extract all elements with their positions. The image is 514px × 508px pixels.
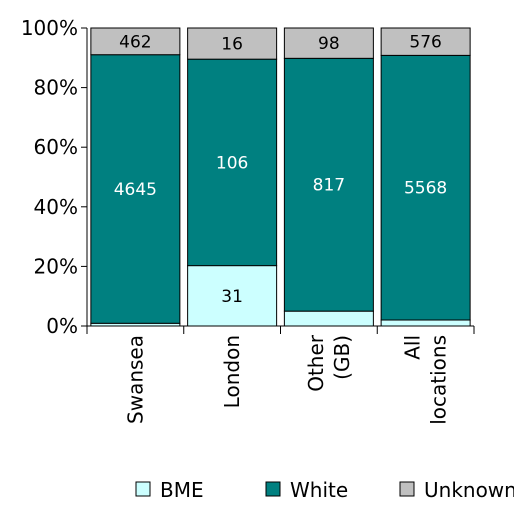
data-label-other-gb-unknown: 98 xyxy=(318,34,340,54)
bar-swansea-white xyxy=(90,54,181,324)
legend-swatch-bme xyxy=(135,481,151,497)
legend-label-unknown: Unknown xyxy=(424,478,514,502)
legend-item-bme: BME xyxy=(135,478,204,502)
y-tick-label: 100% xyxy=(21,16,78,40)
axes-group: 0% 20% 40% 60% 80% 100% Swansea London Other (GB)… xyxy=(21,16,475,425)
category-label-swansea: Swansea xyxy=(123,335,147,424)
data-label-other-gb-white: 817 xyxy=(313,176,345,196)
data-label-london-unknown: 16 xyxy=(221,35,243,55)
category-label-line: (GB) xyxy=(330,335,354,380)
data-label-all-locations-unknown: 576 xyxy=(409,33,441,53)
bar-all-locations-bme xyxy=(380,319,471,327)
category-label-london: London xyxy=(220,335,244,408)
data-label-all-locations-white: 5568 xyxy=(404,179,447,199)
category-label-line: locations xyxy=(427,335,451,425)
bar-london-bme xyxy=(187,265,278,327)
bar-all-locations-unknown xyxy=(380,27,471,56)
bar-london-white xyxy=(187,58,278,267)
bar-other-gb-unknown xyxy=(283,27,374,59)
bar-all-locations-white xyxy=(380,54,471,321)
bar-london-unknown xyxy=(187,27,278,60)
category-label-line: Swansea xyxy=(123,335,147,424)
category-label-line: London xyxy=(220,335,244,408)
data-label-london-bme: 31 xyxy=(221,287,243,307)
bar-other-gb-bme xyxy=(283,310,374,327)
category-label-other-gb: Other (GB) xyxy=(304,334,354,392)
y-tick-label: 80% xyxy=(34,76,78,100)
y-tick-label: 40% xyxy=(34,195,78,219)
legend-item-white: White xyxy=(265,478,348,502)
legend-label-white: White xyxy=(290,478,348,502)
data-label-swansea-white: 4645 xyxy=(114,180,157,200)
legend-item-unknown: Unknown xyxy=(399,478,514,502)
y-tick-label: 0% xyxy=(46,314,78,338)
legend-swatch-unknown xyxy=(399,481,415,497)
bar-other-gb-white xyxy=(283,57,374,312)
category-label-line: All xyxy=(401,335,425,360)
category-label-all-locations: All locations xyxy=(401,335,451,425)
data-label-london-white: 106 xyxy=(216,153,248,173)
y-tick-label: 20% xyxy=(34,254,78,278)
bar-swansea-unknown xyxy=(90,27,181,56)
y-tick-label: 60% xyxy=(34,135,78,159)
data-label-swansea-unknown: 462 xyxy=(119,32,151,52)
legend-swatch-white xyxy=(265,481,281,497)
legend: BME White Unknown xyxy=(135,478,514,502)
legend-label-bme: BME xyxy=(160,478,204,502)
bars-group: 4645 462 31 106 16 817 98 5568 576 xyxy=(90,27,471,327)
category-label-line: Other xyxy=(304,334,328,392)
